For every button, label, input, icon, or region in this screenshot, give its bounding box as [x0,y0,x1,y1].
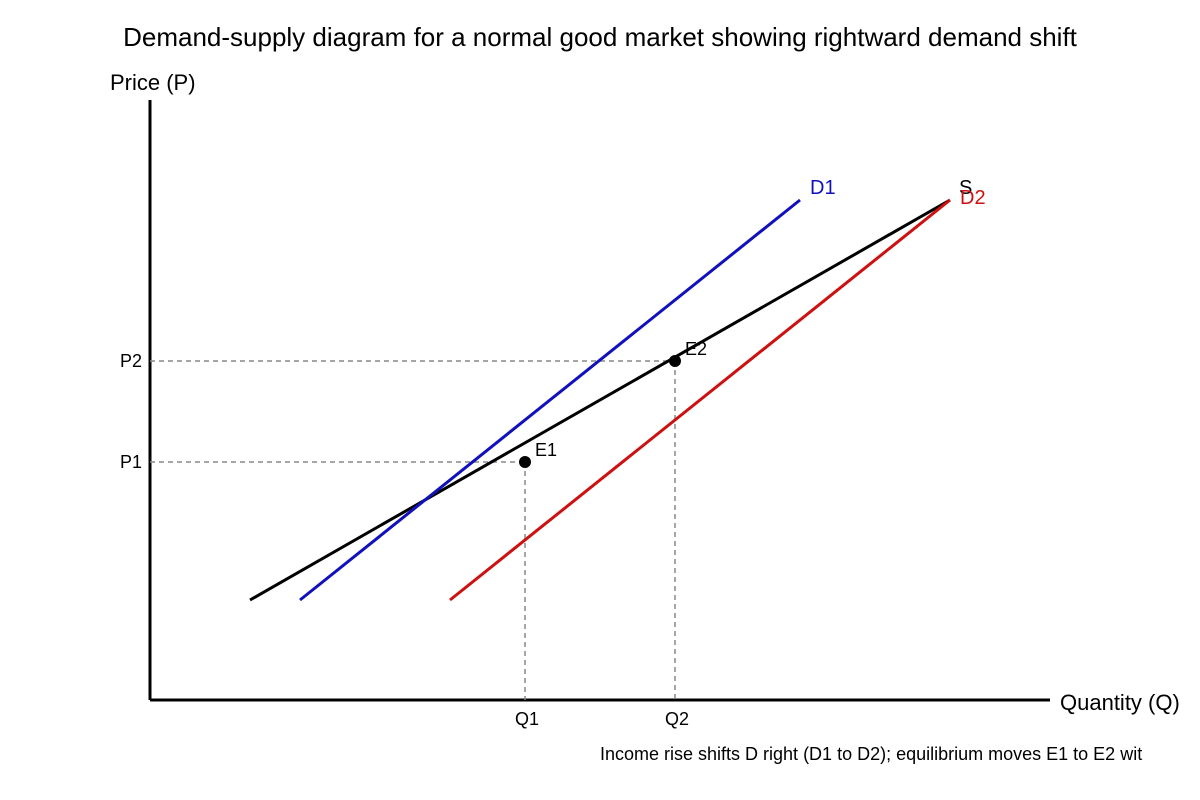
demand1-label: D1 [810,177,836,199]
p2-tick-label: P2 [120,351,142,371]
demand1-curve [299,198,801,602]
supply-curve [249,198,951,602]
e1-label: E1 [535,440,557,460]
diagram-title: Demand-supply diagram for a normal good … [123,22,1077,52]
e2-label: E2 [685,339,707,359]
p1-tick-label: P1 [120,452,142,472]
q2-tick-label: Q2 [665,709,689,729]
equilibrium-point-e2 [669,355,681,367]
demand2-curve [449,198,951,602]
q1-tick-label: Q1 [515,709,539,729]
x-axis-label: Quantity (Q) [1060,690,1180,715]
equilibrium-point-e1 [519,456,531,468]
demand2-label: D2 [960,187,986,209]
caption: Income rise shifts D right (D1 to D2); e… [600,744,1142,764]
y-axis-label: Price (P) [110,70,196,95]
supply-label: S [959,177,972,199]
